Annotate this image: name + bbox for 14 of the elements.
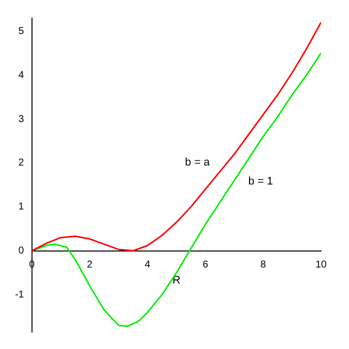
y-tick-label: 3 [18, 114, 24, 125]
series-label: b = a [185, 156, 211, 169]
x-tick-label: 10 [315, 260, 327, 271]
y-tick-label: 0 [18, 246, 24, 257]
x-tick-label: 4 [144, 260, 151, 271]
x-tick-label: 6 [202, 260, 209, 271]
series-label: b = 1 [248, 175, 274, 188]
x-tick-label: 2 [86, 260, 93, 271]
y-tick-label: 1 [18, 202, 24, 213]
x-tick-label: 8 [260, 260, 266, 271]
y-tick-label: -1 [14, 289, 24, 300]
y-tick-label: 4 [18, 70, 24, 81]
y-tick-label: 5 [18, 26, 24, 37]
y-tick-label: 2 [18, 158, 24, 169]
